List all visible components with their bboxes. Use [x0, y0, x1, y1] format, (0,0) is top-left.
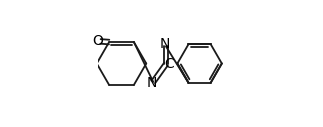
Text: N: N	[147, 76, 157, 90]
Text: C: C	[164, 57, 174, 71]
Text: N: N	[160, 37, 170, 51]
Text: O: O	[92, 34, 103, 48]
